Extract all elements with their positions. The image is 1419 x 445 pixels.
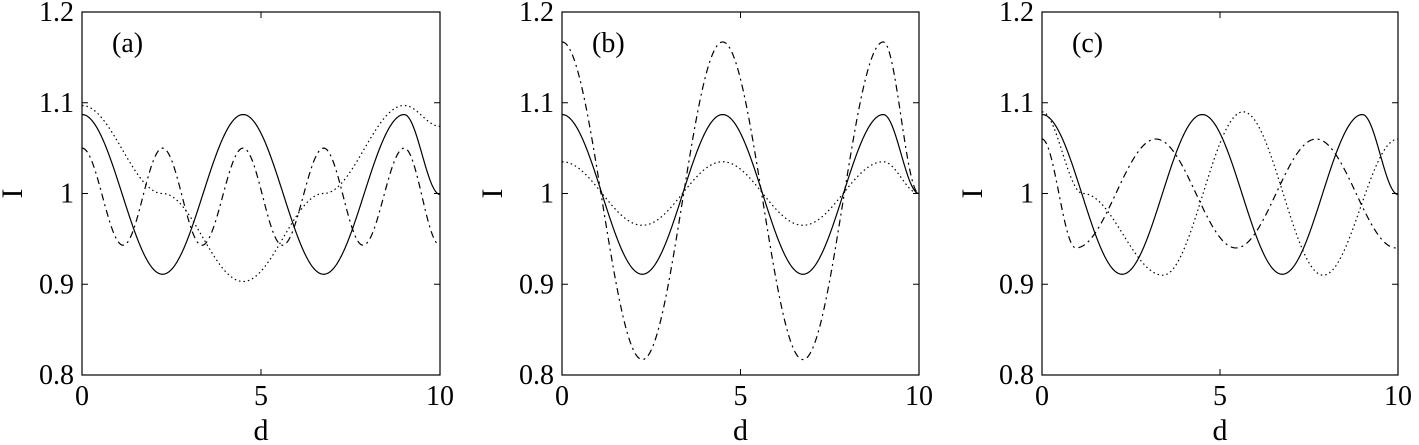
y-axis-label: I	[476, 189, 509, 199]
y-tick-label: 0.8	[39, 360, 74, 391]
y-axis-label: I	[0, 189, 29, 199]
series-line-dashed	[562, 41, 919, 361]
x-tick-label: 0	[1035, 381, 1049, 412]
y-tick-label: 1	[540, 179, 554, 210]
y-tick-label: 0.9	[519, 269, 554, 300]
x-tick-label: 10	[1384, 381, 1412, 412]
y-tick-label: 1.1	[519, 88, 554, 119]
x-tick-label: 5	[734, 381, 748, 412]
x-axis-label: d	[733, 414, 748, 445]
chart-panel-0: 0 5 10 0.8 0.9 1 1.1 1.2 d I (a)	[0, 0, 454, 445]
y-tick-label: 1	[1020, 179, 1034, 210]
series-line-dotted	[1042, 111, 1398, 276]
y-tick-label: 0.9	[39, 269, 74, 300]
y-tick-label: 0.8	[519, 360, 554, 391]
x-tick-label: 0	[75, 381, 89, 412]
y-tick-label: 1.2	[999, 0, 1034, 28]
x-tick-label: 5	[254, 381, 268, 412]
y-tick-label: 1.1	[39, 88, 74, 119]
panel-label: (c)	[1072, 28, 1103, 59]
series-line-dotted	[82, 104, 440, 283]
x-tick-label: 5	[1213, 381, 1227, 412]
y-tick-label: 1.1	[999, 88, 1034, 119]
y-tick-label: 0.9	[999, 269, 1034, 300]
y-tick-label: 1	[60, 179, 74, 210]
x-axis-label: d	[254, 414, 269, 445]
x-tick-label: 10	[426, 381, 454, 412]
panel-label: (a)	[112, 28, 143, 59]
series-line-solid	[1042, 113, 1398, 275]
series-line-dashed	[1042, 138, 1398, 249]
series-line-dashed	[82, 147, 440, 246]
plot-frame	[561, 11, 920, 376]
chart-panel-2: 0 5 10 0.8 0.9 1 1.1 1.2 d I (c)	[956, 0, 1412, 445]
y-tick-label: 1.2	[39, 0, 74, 28]
chart-panel-1: 0 5 10 0.8 0.9 1 1.1 1.2 d I (b)	[476, 0, 933, 445]
x-tick-label: 10	[905, 381, 933, 412]
y-tick-label: 0.8	[999, 360, 1034, 391]
series-line-solid	[562, 113, 919, 275]
y-tick-label: 1.2	[519, 0, 554, 28]
panel-label: (b)	[592, 28, 625, 59]
plot-frame	[1041, 11, 1399, 376]
plot-frame	[81, 11, 441, 376]
x-tick-label: 0	[555, 381, 569, 412]
y-axis-label: I	[956, 189, 989, 199]
series-line-solid	[82, 113, 440, 275]
series-line-dotted	[562, 161, 919, 226]
x-axis-label: d	[1213, 414, 1228, 445]
